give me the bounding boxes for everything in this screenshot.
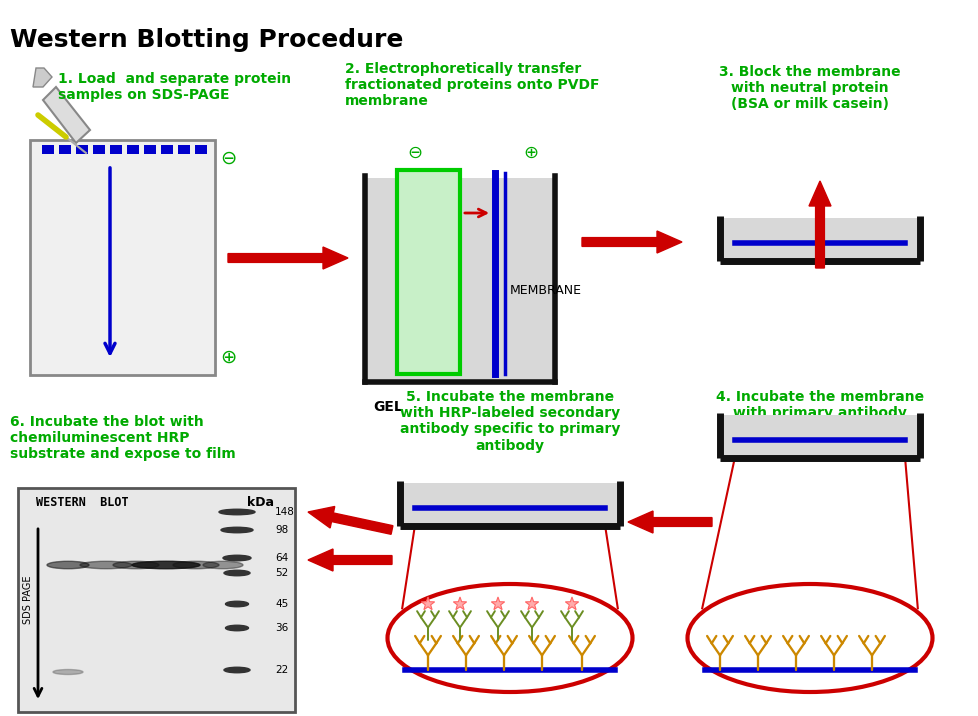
Text: 98: 98 <box>275 525 288 535</box>
Bar <box>144 145 156 154</box>
Ellipse shape <box>47 561 89 569</box>
Ellipse shape <box>224 570 249 576</box>
Ellipse shape <box>225 625 248 631</box>
Polygon shape <box>808 181 830 268</box>
Text: 1. Load  and separate protein
samples on SDS-PAGE: 1. Load and separate protein samples on … <box>58 72 290 102</box>
Text: GEL: GEL <box>373 400 402 414</box>
Polygon shape <box>421 597 434 609</box>
Text: MEMBRANE: MEMBRANE <box>510 284 581 296</box>
Bar <box>110 145 122 154</box>
Polygon shape <box>564 597 578 609</box>
Text: ⊕: ⊕ <box>522 144 538 162</box>
Ellipse shape <box>224 667 249 673</box>
Bar <box>59 145 71 154</box>
Bar <box>397 170 460 374</box>
Bar <box>127 145 139 154</box>
Ellipse shape <box>112 561 158 569</box>
Text: 3. Block the membrane
with neutral protein
(BSA or milk casein): 3. Block the membrane with neutral prote… <box>719 65 900 112</box>
Polygon shape <box>491 597 504 609</box>
Bar <box>195 145 206 154</box>
Bar <box>178 145 190 154</box>
Ellipse shape <box>387 584 632 692</box>
Bar <box>723 218 916 258</box>
Ellipse shape <box>225 601 248 606</box>
Bar <box>42 145 54 154</box>
Text: SDS PAGE: SDS PAGE <box>22 576 33 624</box>
Text: 6. Incubate the blot with
chemiluminescent HRP
substrate and expose to film: 6. Incubate the blot with chemiluminesce… <box>10 415 236 461</box>
Bar <box>93 145 105 154</box>
Text: 148: 148 <box>275 507 294 517</box>
Ellipse shape <box>221 527 252 533</box>
Polygon shape <box>453 597 467 609</box>
Text: 52: 52 <box>275 568 288 578</box>
Ellipse shape <box>202 561 243 569</box>
Ellipse shape <box>223 555 250 561</box>
Polygon shape <box>308 506 392 534</box>
Text: ⊕: ⊕ <box>220 347 236 367</box>
Bar <box>367 178 553 380</box>
Bar <box>18 488 294 712</box>
Bar <box>723 415 916 455</box>
Ellipse shape <box>80 561 132 569</box>
Text: kDa: kDa <box>246 496 274 509</box>
Polygon shape <box>581 231 682 253</box>
Text: 2. Electrophoretically transfer
fractionated proteins onto PVDF
membrane: 2. Electrophoretically transfer fraction… <box>344 62 599 108</box>
Text: WESTERN  BLOT: WESTERN BLOT <box>36 496 128 509</box>
Bar <box>403 483 616 523</box>
Ellipse shape <box>173 561 219 569</box>
Text: ⊖: ⊖ <box>407 144 422 162</box>
Text: 64: 64 <box>275 553 288 563</box>
Polygon shape <box>308 549 391 571</box>
Bar <box>30 140 215 375</box>
Text: 5. Incubate the membrane
with HRP-labeled secondary
antibody specific to primary: 5. Incubate the membrane with HRP-labele… <box>399 390 619 453</box>
Text: 45: 45 <box>275 599 288 609</box>
Text: 22: 22 <box>275 665 288 675</box>
Ellipse shape <box>132 561 200 569</box>
Polygon shape <box>228 247 347 269</box>
Polygon shape <box>627 511 711 533</box>
Ellipse shape <box>219 509 254 515</box>
Bar <box>76 145 88 154</box>
Ellipse shape <box>687 584 932 692</box>
Text: Western Blotting Procedure: Western Blotting Procedure <box>10 28 403 52</box>
Polygon shape <box>33 68 52 87</box>
Text: 36: 36 <box>275 623 288 633</box>
Ellipse shape <box>53 669 83 674</box>
Bar <box>160 145 173 154</box>
Text: 4. Incubate the membrane
with primary antibody
specific to target protein: 4. Incubate the membrane with primary an… <box>715 390 923 436</box>
Polygon shape <box>43 87 90 143</box>
Polygon shape <box>525 597 538 609</box>
Text: ⊖: ⊖ <box>220 148 236 168</box>
